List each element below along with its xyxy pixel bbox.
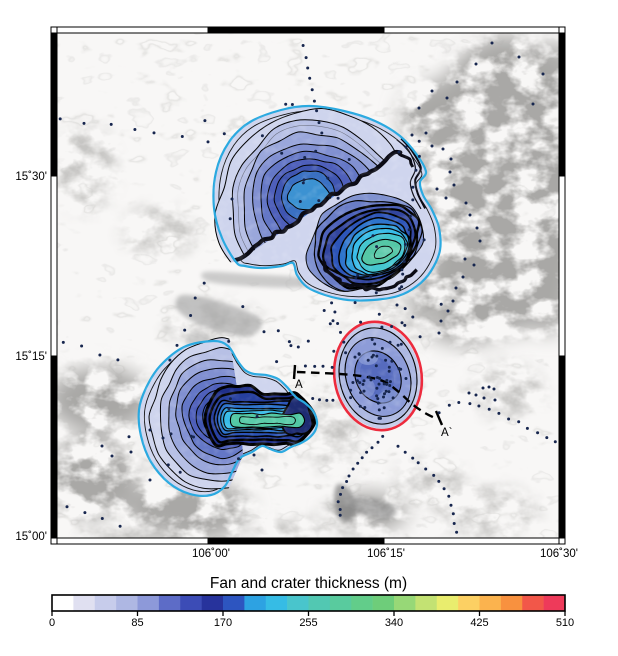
svg-text:106˚00': 106˚00'	[192, 548, 230, 560]
svg-text:15˚15': 15˚15'	[15, 351, 47, 363]
svg-text:510: 510	[556, 617, 574, 629]
svg-text:340: 340	[385, 617, 403, 629]
svg-text:106˚15': 106˚15'	[367, 548, 405, 560]
svg-text:85: 85	[131, 617, 143, 629]
svg-text:15˚00': 15˚00'	[15, 531, 47, 543]
svg-text:255: 255	[299, 617, 317, 629]
svg-text:425: 425	[470, 617, 488, 629]
svg-text:A: A	[295, 379, 303, 391]
svg-text:170: 170	[214, 617, 232, 629]
svg-text:106˚30': 106˚30'	[540, 548, 578, 560]
svg-text:Fan and crater thickness (m): Fan and crater thickness (m)	[210, 575, 407, 592]
svg-text:A`: A`	[441, 427, 453, 439]
svg-text:0: 0	[49, 617, 55, 629]
svg-text:15˚30': 15˚30'	[15, 171, 47, 183]
